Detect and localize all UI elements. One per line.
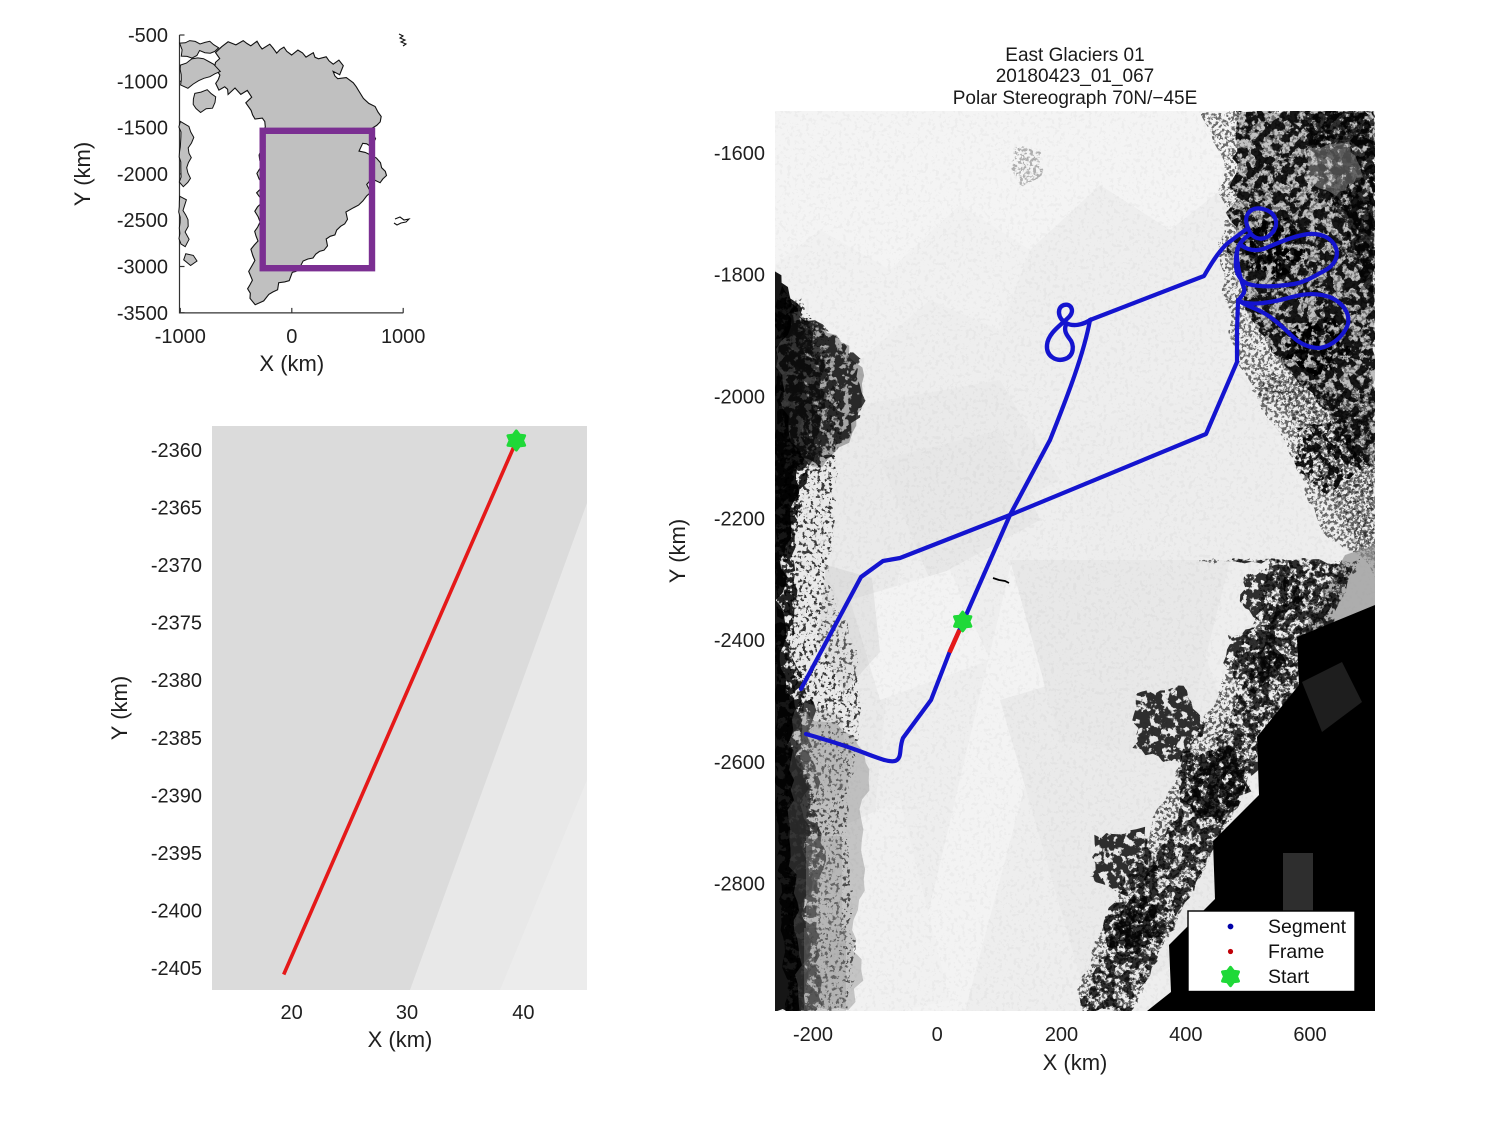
svg-text:X (km): X (km) <box>259 351 324 376</box>
svg-text:-2375: -2375 <box>151 613 202 635</box>
svg-text:20: 20 <box>280 1002 302 1024</box>
svg-text:-3000: -3000 <box>117 257 168 279</box>
svg-text:-1800: -1800 <box>714 265 765 287</box>
svg-text:-2370: -2370 <box>151 555 202 577</box>
svg-text:200: 200 <box>1045 1024 1078 1046</box>
svg-text:600: 600 <box>1293 1024 1326 1046</box>
svg-text:-2600: -2600 <box>714 752 765 774</box>
svg-text:-2000: -2000 <box>714 387 765 409</box>
svg-text:-2000: -2000 <box>117 164 168 186</box>
svg-text:Segment: Segment <box>1268 916 1347 938</box>
svg-text:-2390: -2390 <box>151 785 202 807</box>
svg-text:-200: -200 <box>793 1024 833 1046</box>
svg-text:0: 0 <box>286 326 297 348</box>
svg-text:East Glaciers 01: East Glaciers 01 <box>1005 45 1144 66</box>
svg-text:-1500: -1500 <box>117 118 168 140</box>
svg-text:-2360: -2360 <box>151 440 202 462</box>
svg-text:-2395: -2395 <box>151 843 202 865</box>
svg-text:-1600: -1600 <box>714 143 765 165</box>
svg-text:-500: -500 <box>128 25 168 47</box>
svg-text:-2500: -2500 <box>117 210 168 232</box>
svg-text:0: 0 <box>932 1024 943 1046</box>
svg-text:X (km): X (km) <box>1043 1050 1108 1075</box>
svg-text:-2400: -2400 <box>714 630 765 652</box>
svg-text:40: 40 <box>512 1002 534 1024</box>
svg-text:-2380: -2380 <box>151 670 202 692</box>
svg-text:Y (km): Y (km) <box>107 676 132 740</box>
svg-text:30: 30 <box>396 1002 418 1024</box>
svg-text:-3500: -3500 <box>117 303 168 325</box>
svg-text:-2365: -2365 <box>151 498 202 520</box>
svg-text:-2400: -2400 <box>151 900 202 922</box>
svg-text:20180423_01_067: 20180423_01_067 <box>996 66 1155 87</box>
svg-text:-2800: -2800 <box>714 874 765 896</box>
svg-text:-2200: -2200 <box>714 508 765 530</box>
svg-text:Y (km): Y (km) <box>70 142 95 206</box>
svg-text:Y (km): Y (km) <box>665 519 690 583</box>
svg-text:400: 400 <box>1169 1024 1202 1046</box>
svg-text:X (km): X (km) <box>368 1027 433 1052</box>
svg-text:-1000: -1000 <box>155 326 206 348</box>
svg-text:-2385: -2385 <box>151 728 202 750</box>
svg-text:Start: Start <box>1268 966 1310 988</box>
svg-text:1000: 1000 <box>381 326 426 348</box>
svg-text:-2405: -2405 <box>151 958 202 980</box>
svg-text:-1000: -1000 <box>117 71 168 93</box>
svg-text:Polar Stereograph 70N/−45E: Polar Stereograph 70N/−45E <box>953 88 1198 109</box>
svg-text:Frame: Frame <box>1268 941 1324 963</box>
